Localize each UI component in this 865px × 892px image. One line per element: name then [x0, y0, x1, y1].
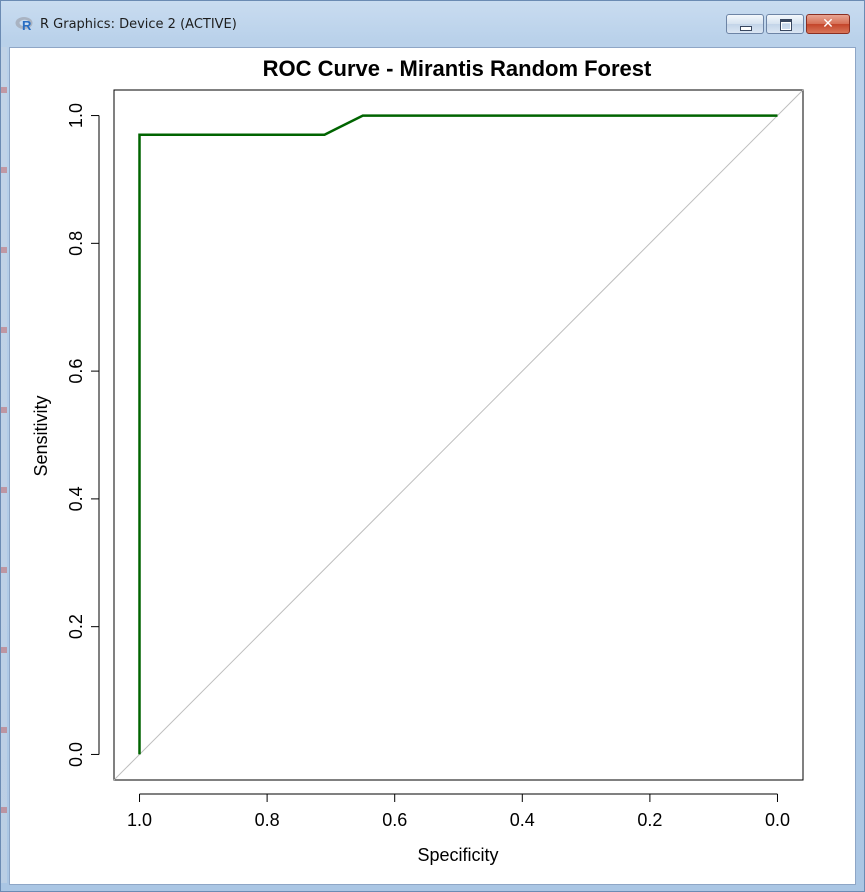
y-tick-label: 0.0 [66, 742, 86, 767]
y-axis-label: Sensitivity [31, 395, 51, 476]
r-logo-icon[interactable]: R [15, 16, 35, 32]
y-tick-label: 0.2 [66, 614, 86, 639]
y-axis: 0.0 0.2 0.4 0.6 0.8 1.0 [66, 103, 100, 767]
y-tick-label: 0.8 [66, 231, 86, 256]
y-tick-label: 1.0 [66, 103, 86, 128]
svg-text:R: R [22, 18, 32, 32]
plot-area: ROC Curve - Mirantis Random Forest 1.0 0.… [9, 47, 856, 885]
caption-buttons: ✕ [724, 14, 850, 36]
roc-curve [138, 114, 778, 755]
plot-frame [113, 89, 804, 781]
y-tick-label: 0.4 [66, 486, 86, 511]
window-title: R Graphics: Device 2 (ACTIVE) [40, 17, 237, 32]
x-tick-label: 0.6 [382, 810, 407, 830]
roc-chart: ROC Curve - Mirantis Random Forest 1.0 0.… [31, 56, 804, 865]
background-window-edge [1, 47, 7, 883]
close-button[interactable]: ✕ [806, 14, 850, 34]
x-tick-label: 0.8 [255, 810, 280, 830]
x-tick-label: 1.0 [127, 810, 152, 830]
minimize-button[interactable] [726, 14, 764, 34]
y-tick-label: 0.6 [66, 359, 86, 384]
chart-title: ROC Curve - Mirantis Random Forest [263, 56, 652, 81]
x-tick-label: 0.2 [637, 810, 662, 830]
x-tick-label: 0.0 [765, 810, 790, 830]
x-axis: 1.0 0.8 0.6 0.4 0.2 0.0 [127, 793, 790, 830]
x-axis-label: Specificity [417, 845, 498, 865]
x-tick-label: 0.4 [510, 810, 535, 830]
maximize-button[interactable] [766, 14, 804, 34]
reference-diagonal [113, 89, 804, 781]
title-bar[interactable]: R R Graphics: Device 2 (ACTIVE) ✕ [1, 1, 864, 47]
minimize-icon [740, 26, 752, 31]
close-icon: ✕ [822, 16, 834, 32]
maximize-icon [780, 19, 792, 31]
